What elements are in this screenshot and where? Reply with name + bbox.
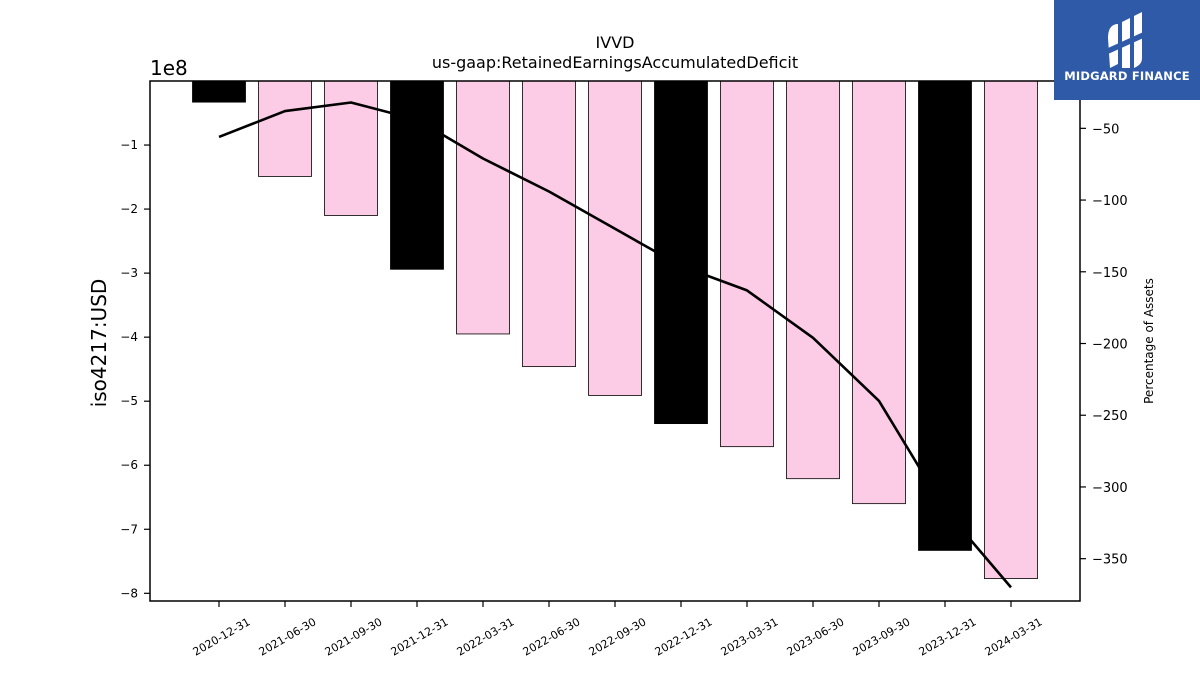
bar-2022-03-31 xyxy=(456,80,510,335)
x-tick-label: 2021-12-31 xyxy=(389,615,451,658)
y-axis: −1 −2 −3 −4 −5 −6 −7 −8 xyxy=(120,138,150,600)
bar-2021-09-30 xyxy=(324,80,378,216)
bar-2023-06-30 xyxy=(786,80,840,480)
bar-2022-06-30 xyxy=(522,80,576,368)
x-tick-label: 2020-12-31 xyxy=(191,615,253,658)
bar-2021-06-30 xyxy=(258,80,312,177)
midgard-logo-icon xyxy=(1108,12,1148,68)
brand-logo: MIDGARD FINANCE xyxy=(1054,0,1200,100)
y2-tick-label: −50 xyxy=(1092,122,1119,137)
y-axis-label: iso4217:USD xyxy=(87,279,111,408)
brand-name: MIDGARD FINANCE xyxy=(1064,69,1190,83)
bar-2021-12-31 xyxy=(390,80,444,270)
x-axis: 2020-12-31 2021-06-30 2021-09-30 2021-12-31… xyxy=(191,601,1045,659)
y2-axis: −50 −100 −150 −200 −250 −300 −350 xyxy=(1080,122,1128,568)
y2-tick-label: −100 xyxy=(1092,194,1128,209)
bar-2023-12-31 xyxy=(918,80,972,551)
x-tick-label: 2022-09-30 xyxy=(587,615,649,658)
y-tick-label: −5 xyxy=(120,394,138,408)
y2-tick-label: −200 xyxy=(1092,338,1128,353)
y-tick-label: −7 xyxy=(120,522,138,536)
chart-subtitle: us-gaap:RetainedEarningsAccumulatedDefic… xyxy=(432,53,798,72)
y-tick-label: −3 xyxy=(120,266,138,280)
bar-2023-03-31 xyxy=(720,80,774,448)
bar-2024-03-31 xyxy=(984,80,1038,579)
y2-tick-label: −150 xyxy=(1092,266,1128,281)
x-tick-label: 2023-12-31 xyxy=(917,615,979,658)
bar-2020-12-31 xyxy=(192,80,246,103)
x-tick-label: 2022-03-31 xyxy=(455,615,517,658)
y2-tick-label: −350 xyxy=(1092,553,1128,568)
x-tick-label: 2023-03-31 xyxy=(719,615,781,658)
x-tick-label: 2023-06-30 xyxy=(785,615,847,658)
y-tick-label: −2 xyxy=(120,202,138,216)
x-tick-label: 2022-06-30 xyxy=(521,615,583,658)
y2-axis-label: Percentage of Assets xyxy=(1142,278,1156,404)
y-scale-label: 1e8 xyxy=(150,56,188,80)
y2-tick-label: −300 xyxy=(1092,481,1128,496)
percentage-line xyxy=(218,101,1012,589)
y2-tick-label: −250 xyxy=(1092,409,1128,424)
bar-2023-09-30 xyxy=(852,80,906,505)
x-tick-label: 2021-09-30 xyxy=(323,615,385,658)
x-tick-label: 2022-12-31 xyxy=(653,615,715,658)
x-tick-label: 2021-06-30 xyxy=(257,615,319,658)
y-tick-label: −6 xyxy=(120,458,138,472)
y-tick-label: −8 xyxy=(120,586,138,600)
x-tick-label: 2024-03-31 xyxy=(983,615,1045,658)
y-tick-label: −4 xyxy=(120,330,138,344)
x-tick-label: 2023-09-30 xyxy=(851,615,913,658)
y-tick-label: −1 xyxy=(120,138,138,152)
bar-group xyxy=(192,80,1038,579)
chart-title: IVVD xyxy=(596,33,635,52)
line-group xyxy=(218,101,1012,589)
bar-2022-12-31 xyxy=(654,80,708,425)
